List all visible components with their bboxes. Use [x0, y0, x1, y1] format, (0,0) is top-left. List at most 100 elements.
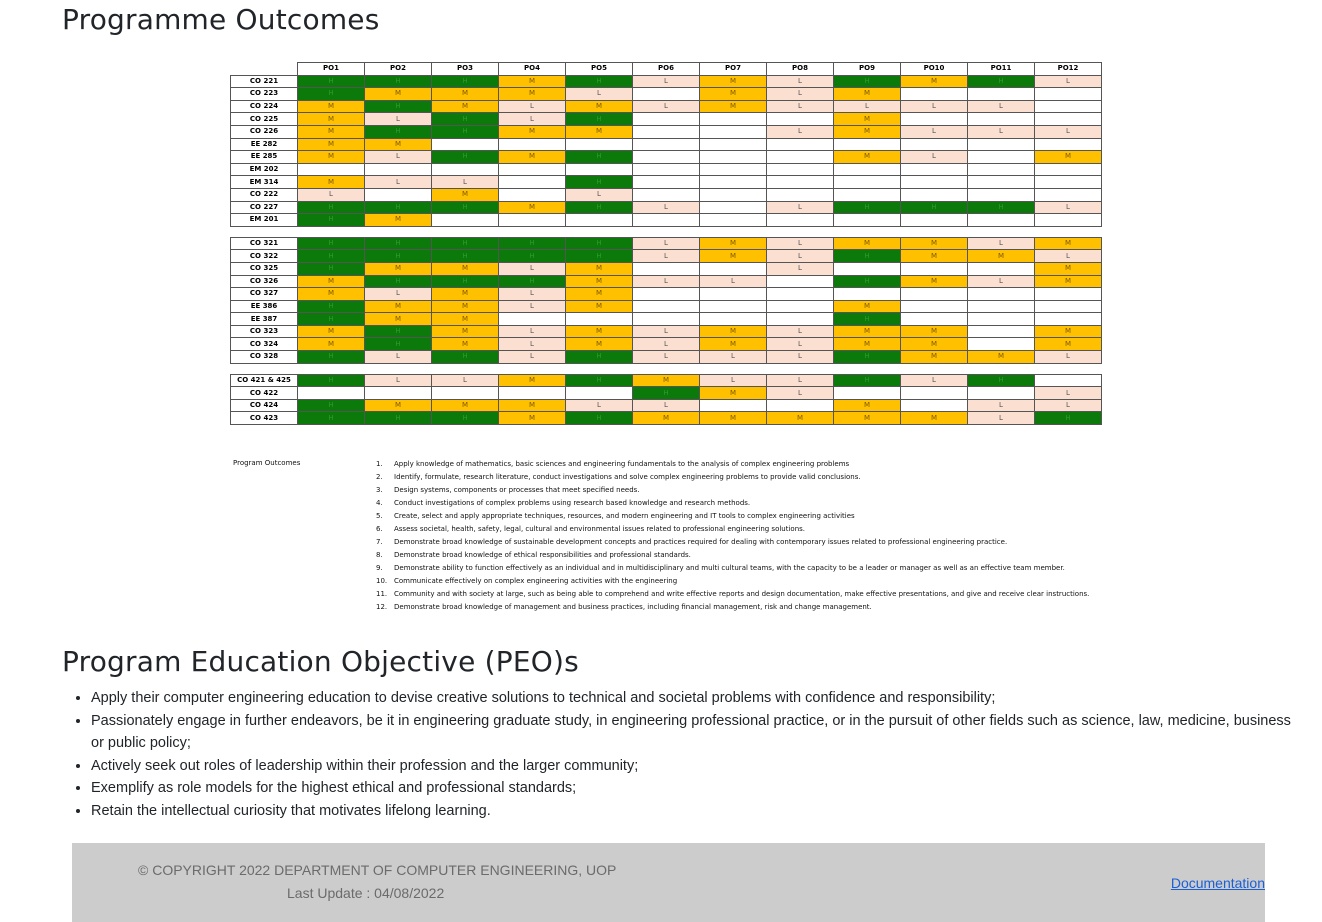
mapping-cell: M — [431, 337, 499, 352]
footer-last-update: Last Update : 04/08/2022 — [287, 885, 445, 901]
mapping-cell — [1034, 137, 1102, 152]
mapping-cell — [1034, 373, 1102, 388]
mapping-cell: L — [364, 175, 432, 189]
peo-list: Apply their computer engineering educati… — [72, 687, 1291, 822]
matrix-header-row: PO1 PO2 PO3 PO4 PO5 PO6 PO7 PO8 PO9 PO10 PO11 PO12 — [231, 62, 1102, 76]
footer-copyright: © COPYRIGHT 2022 DEPARTMENT OF COMPUTER … — [138, 862, 617, 878]
mapping-cell — [632, 213, 700, 227]
mapping-cell: H — [967, 373, 1035, 388]
mapping-cell: H — [297, 87, 365, 101]
mapping-cell: H — [498, 236, 566, 251]
legend-item: 3. Design systems, components or processe… — [376, 486, 640, 494]
mapping-cell: L — [833, 99, 901, 114]
mapping-cell: M — [1034, 324, 1102, 339]
mapping-cell — [699, 261, 767, 276]
po-column-header: PO4 — [498, 62, 566, 76]
mapping-cell — [431, 137, 499, 152]
mapping-cell: M — [833, 337, 901, 352]
matrix-row: CO 223 H M M M L M L M — [230, 87, 1102, 101]
mapping-cell — [833, 386, 901, 400]
matrix-row: CO 322 H H H H H L M L H M M L — [230, 249, 1102, 263]
mapping-cell — [1034, 299, 1102, 314]
mapping-cell — [967, 213, 1035, 227]
mapping-cell — [632, 175, 700, 189]
mapping-cell: H — [297, 350, 365, 364]
mapping-cell: H — [565, 350, 633, 364]
mapping-cell: L — [699, 274, 767, 289]
mapping-cell: H — [297, 299, 365, 314]
mapping-cell: L — [1034, 350, 1102, 364]
mapping-cell — [1034, 162, 1102, 177]
mapping-cell: M — [431, 324, 499, 339]
mapping-cell — [900, 312, 968, 326]
course-code: CO 227 — [230, 200, 298, 215]
course-code: CO 222 — [230, 187, 298, 202]
mapping-cell: H — [364, 74, 432, 89]
mapping-cell — [1034, 175, 1102, 189]
matrix-row: EE 387 H M M H — [230, 312, 1102, 326]
mapping-cell: M — [1034, 236, 1102, 251]
footer: © COPYRIGHT 2022 DEPARTMENT OF COMPUTER … — [72, 843, 1265, 922]
mapping-cell: M — [1034, 337, 1102, 352]
matrix-row: CO 424 H M M M L L M L L — [230, 398, 1102, 413]
mapping-cell: M — [565, 337, 633, 352]
course-code: CO 226 — [230, 124, 298, 139]
legend-item: 4. Conduct investigations of complex prob… — [376, 499, 751, 507]
documentation-link[interactable]: Documentation — [1170, 875, 1265, 891]
mapping-cell: H — [833, 350, 901, 364]
mapping-cell — [699, 299, 767, 314]
mapping-cell: L — [766, 386, 834, 400]
mapping-cell — [565, 386, 633, 400]
mapping-cell: M — [833, 150, 901, 164]
mapping-cell — [699, 213, 767, 227]
mapping-cell: M — [364, 137, 432, 152]
mapping-cell — [699, 150, 767, 164]
mapping-cell: M — [766, 411, 834, 426]
mapping-cell: M — [431, 398, 499, 413]
mapping-cell: L — [297, 187, 365, 202]
mapping-cell: L — [364, 373, 432, 388]
mapping-cell: L — [766, 337, 834, 352]
mapping-cell: H — [431, 350, 499, 364]
mapping-cell: M — [967, 249, 1035, 263]
mapping-cell: H — [364, 274, 432, 289]
mapping-cell: L — [364, 350, 432, 364]
course-code: CO 321 — [230, 236, 298, 251]
mapping-cell — [967, 386, 1035, 400]
mapping-cell: L — [766, 99, 834, 114]
mapping-cell — [565, 213, 633, 227]
mapping-cell: M — [900, 249, 968, 263]
mapping-cell: M — [364, 213, 432, 227]
mapping-cell — [699, 137, 767, 152]
mapping-cell — [632, 287, 700, 301]
mapping-cell: L — [967, 411, 1035, 426]
mapping-cell: L — [766, 87, 834, 101]
course-code: CO 324 — [230, 337, 298, 352]
mapping-cell: L — [632, 398, 700, 413]
course-code: CO 221 — [230, 74, 298, 89]
mapping-cell — [632, 87, 700, 101]
mapping-cell: L — [565, 398, 633, 413]
matrix-corner — [231, 63, 298, 76]
mapping-cell: M — [498, 373, 566, 388]
matrix-row: EE 285 M L H M H M L M — [230, 150, 1102, 164]
matrix-row: CO 324 M H M L M L M L M M M — [230, 337, 1102, 352]
mapping-cell: L — [364, 150, 432, 164]
legend-item: 10. Communicate effectively on complex en… — [376, 577, 678, 585]
mapping-cell: L — [1034, 398, 1102, 413]
mapping-cell — [766, 137, 834, 152]
legend-item: 5. Create, select and apply appropriate t… — [376, 512, 855, 520]
mapping-cell: M — [699, 324, 767, 339]
mapping-cell — [1034, 112, 1102, 126]
mapping-cell: M — [565, 324, 633, 339]
legend-item: 9. Demonstrate ability to function effect… — [376, 564, 1065, 572]
mapping-cell: M — [699, 386, 767, 400]
mapping-cell: H — [431, 236, 499, 251]
mapping-cell: M — [632, 373, 700, 388]
mapping-cell: L — [900, 373, 968, 388]
mapping-cell: L — [632, 74, 700, 89]
mapping-cell — [431, 213, 499, 227]
po-column-header: PO2 — [364, 62, 432, 76]
mapping-cell — [833, 175, 901, 189]
mapping-cell: H — [498, 249, 566, 263]
